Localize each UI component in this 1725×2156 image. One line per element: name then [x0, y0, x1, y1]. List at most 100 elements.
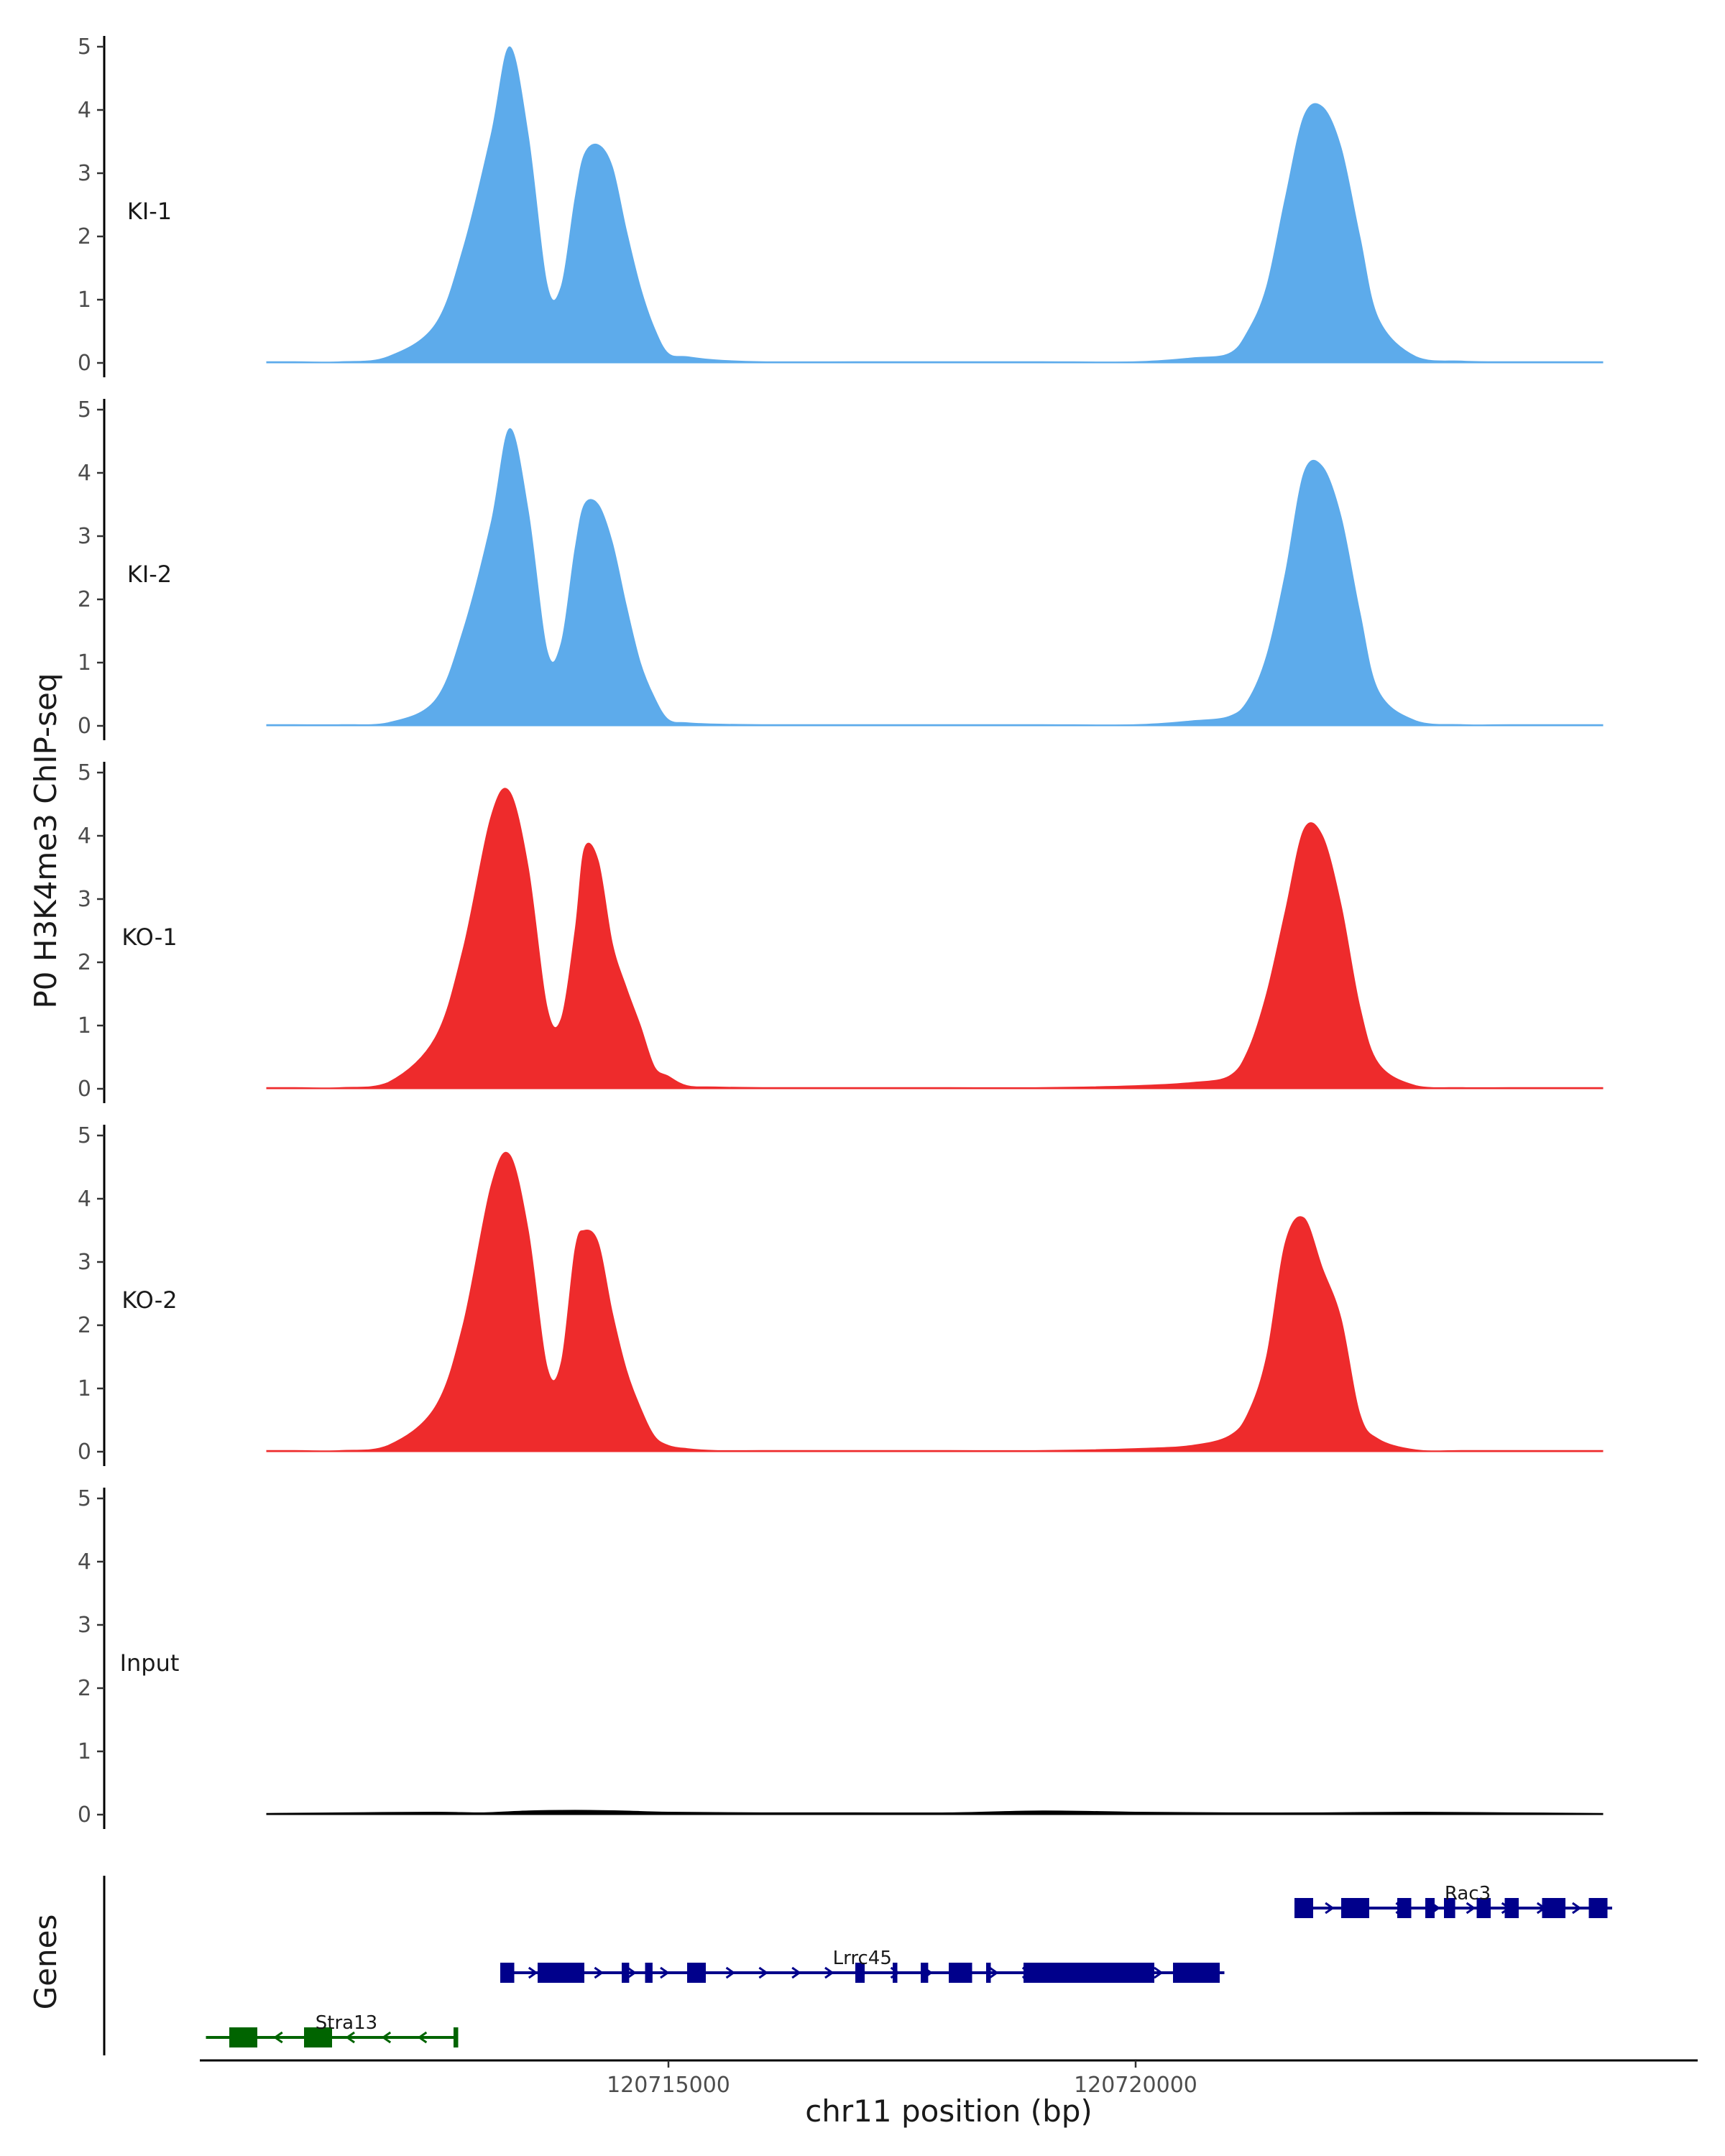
strand-chevron — [273, 2031, 283, 2044]
y-tick-label: 2 — [78, 587, 91, 612]
strand-chevron — [1466, 1902, 1476, 1915]
strand-chevron — [417, 2031, 428, 2044]
y-tick-label: 0 — [78, 1802, 91, 1828]
track-ki-2: 0 1 2 3 4 5 KI-2 — [78, 397, 1604, 740]
track-ko-2: 0 1 2 3 4 5 KO-2 — [78, 1123, 1604, 1466]
strand-chevron — [594, 1966, 604, 1979]
strand-chevron — [1154, 1966, 1164, 1979]
y-tick-label: 1 — [78, 650, 91, 676]
x-tick-label: 120715000 — [607, 2073, 730, 2098]
strand-chevron — [1325, 1902, 1335, 1915]
gene-label: Stra13 — [316, 2012, 377, 2034]
track-label: Input — [120, 1649, 180, 1677]
y-tick-label: 2 — [78, 950, 91, 975]
gene-exon — [304, 2027, 332, 2047]
coverage-area-ki-2 — [266, 428, 1604, 727]
x-tick-label: 120720000 — [1074, 2073, 1197, 2098]
track-ki-1: 0 1 2 3 4 5 KI-1 — [78, 34, 1604, 377]
y-tick-label: 0 — [78, 351, 91, 376]
y-tick-label: 2 — [78, 1313, 91, 1338]
x-axis-title: chr11 position (bp) — [805, 2093, 1092, 2129]
track-label: KI-2 — [127, 561, 172, 588]
gene-exon — [1444, 1898, 1455, 1918]
gene-exon — [1024, 1963, 1154, 1983]
gene-lrrc45: Lrrc45 — [500, 1948, 1225, 1983]
gene-exon — [500, 1963, 515, 1983]
strand-chevron — [725, 1966, 736, 1979]
y-tick-label: 1 — [78, 1013, 91, 1038]
y-tick-label: 3 — [78, 887, 91, 912]
y-tick-label: 3 — [78, 524, 91, 549]
track-label: KO-1 — [121, 923, 177, 951]
y-tick-label: 0 — [78, 714, 91, 739]
coverage-area-ko-1 — [266, 788, 1604, 1089]
gene-exon — [1294, 1898, 1313, 1918]
y-tick-label: 0 — [78, 1077, 91, 1102]
y-tick-label: 4 — [78, 98, 91, 123]
strand-chevron — [345, 2031, 355, 2044]
y-tick-label: 4 — [78, 461, 91, 486]
coverage-area-ki-1 — [266, 46, 1604, 364]
gene-label: Lrrc45 — [833, 1948, 892, 1969]
gene-rac3: Rac3 — [1294, 1883, 1612, 1918]
gene-exon — [986, 1963, 991, 1983]
strand-chevron — [824, 1966, 834, 1979]
gene-exon — [1397, 1898, 1412, 1918]
strand-chevron — [381, 2031, 392, 2044]
gene-exon — [1476, 1898, 1491, 1918]
gene-exon — [893, 1963, 898, 1983]
y-tick-label: 2 — [78, 1676, 91, 1701]
gene-exon — [622, 1963, 630, 1983]
y-tick-label: 0 — [78, 1439, 91, 1465]
y-tick-label: 2 — [78, 224, 91, 249]
y-tick-label: 5 — [78, 34, 91, 60]
gene-exon — [855, 1963, 865, 1983]
y-tick-label: 5 — [78, 760, 91, 786]
y-tick-label: 3 — [78, 1250, 91, 1275]
gene-exon — [229, 2027, 257, 2047]
gene-exon — [949, 1963, 972, 1983]
track-input: 0 1 2 3 4 5 Input — [78, 1486, 1604, 1829]
y-tick-label: 1 — [78, 287, 91, 313]
y-tick-label: 3 — [78, 1613, 91, 1638]
gene-exon — [454, 2027, 459, 2047]
y-tick-label: 5 — [78, 1123, 91, 1148]
strand-chevron — [758, 1966, 768, 1979]
y-axis-title: P0 H3K4me3 ChIP-seq — [28, 673, 63, 1008]
y-tick-label: 1 — [78, 1739, 91, 1764]
gene-exon — [687, 1963, 706, 1983]
strand-chevron — [627, 1966, 637, 1979]
gene-exon — [1173, 1963, 1220, 1983]
track-label: KI-1 — [127, 198, 172, 225]
y-tick-label: 3 — [78, 161, 91, 186]
gene-exon — [645, 1963, 653, 1983]
gene-annotation-track: Rac3 Lrrc45 Stra13 — [103, 1876, 1612, 2055]
gene-exon — [1542, 1898, 1565, 1918]
gene-exon — [1504, 1898, 1519, 1918]
coverage-area-ko-2 — [266, 1151, 1604, 1452]
strand-chevron — [791, 1966, 801, 1979]
x-axis: 120715000 120720000 — [200, 2059, 1698, 2098]
gene-exon — [1341, 1898, 1369, 1918]
gene-exon — [538, 1963, 584, 1983]
gene-exon — [1425, 1898, 1435, 1918]
strand-chevron — [989, 1966, 999, 1979]
track-ko-1: 0 1 2 3 4 5 KO-1 — [78, 760, 1604, 1103]
coverage-area-input — [266, 1810, 1604, 1815]
track-label: KO-2 — [121, 1286, 177, 1314]
y-tick-label: 5 — [78, 397, 91, 423]
y-tick-label: 1 — [78, 1376, 91, 1401]
gene-exon — [1588, 1898, 1608, 1918]
y-tick-label: 4 — [78, 1549, 91, 1575]
genes-axis-title: Genes — [28, 1915, 63, 2010]
strand-chevron — [528, 1966, 538, 1979]
strand-chevron — [660, 1966, 670, 1979]
strand-chevron — [1572, 1902, 1582, 1915]
coverage-tracks: 0 1 2 3 4 5 KI-1 0 1 2 3 4 5 KI-2 0 1 2 3 4 5 KO-1 0 1 2 3 4 5 KO-2… — [78, 34, 1604, 1829]
gene-stra13: Stra13 — [206, 2012, 459, 2047]
y-tick-label: 5 — [78, 1486, 91, 1511]
gene-exon — [921, 1963, 929, 1983]
gene-label: Rac3 — [1445, 1883, 1491, 1904]
y-tick-label: 4 — [78, 824, 91, 849]
